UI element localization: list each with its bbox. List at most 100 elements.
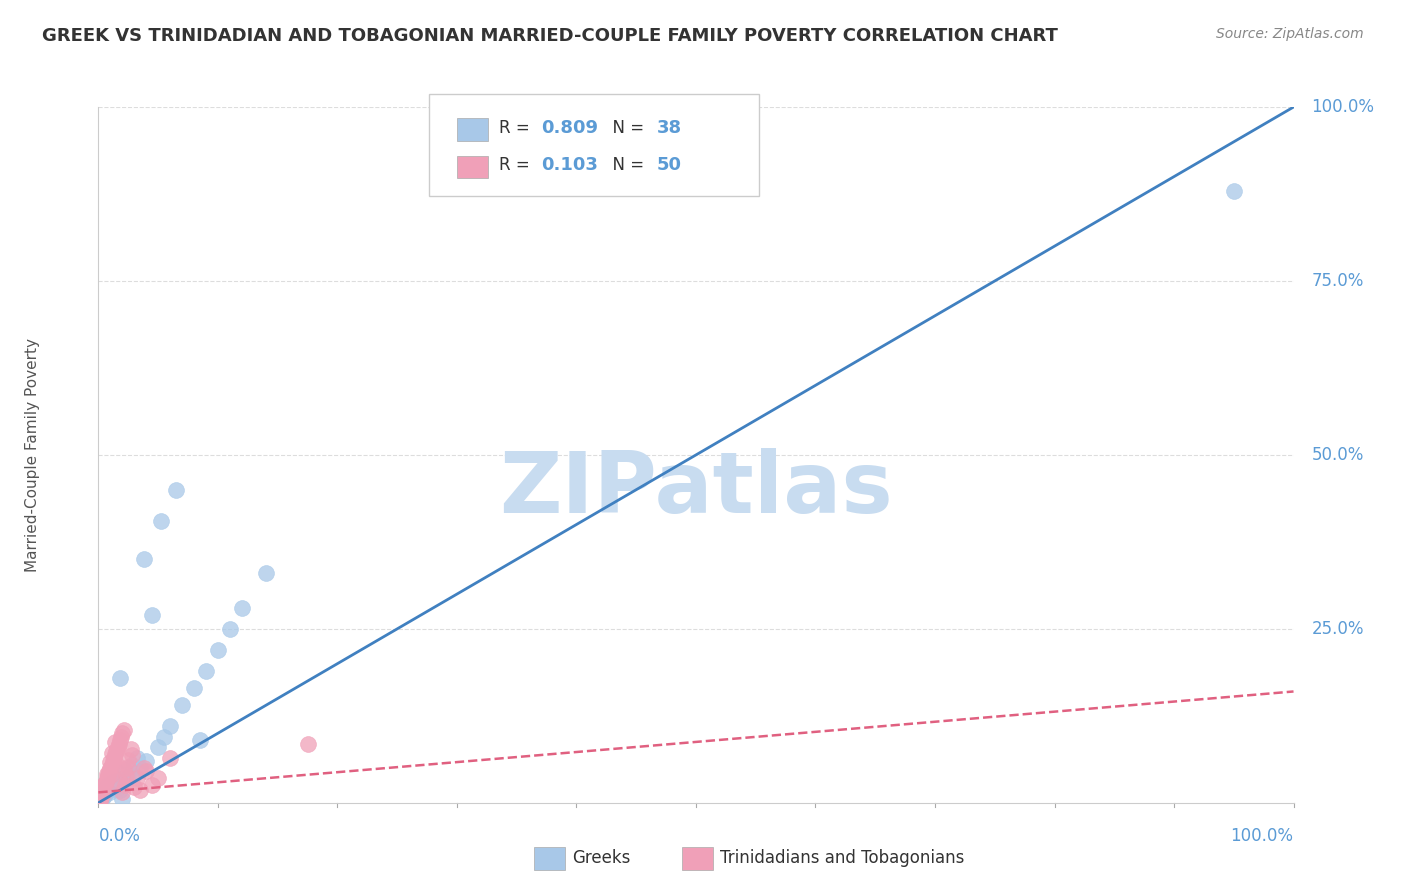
- Text: 100.0%: 100.0%: [1312, 98, 1375, 116]
- Point: [91, 788, 114, 802]
- Point: [98, 761, 122, 775]
- Point: [141, 778, 163, 792]
- Text: R =: R =: [499, 156, 536, 174]
- Point: [132, 761, 155, 775]
- Point: [110, 730, 132, 744]
- Text: 25.0%: 25.0%: [1312, 620, 1364, 638]
- Text: 38: 38: [657, 119, 682, 136]
- Point: [101, 746, 124, 760]
- Point: [105, 781, 128, 796]
- Point: [101, 775, 124, 789]
- Point: [117, 759, 139, 773]
- Point: [135, 764, 157, 779]
- Text: 0.0%: 0.0%: [98, 827, 141, 845]
- Point: [100, 768, 122, 782]
- Text: N =: N =: [602, 119, 650, 136]
- Point: [165, 483, 187, 497]
- Point: [94, 775, 117, 789]
- Point: [89, 794, 111, 808]
- Point: [117, 772, 139, 786]
- Point: [108, 733, 131, 747]
- Point: [101, 754, 124, 768]
- Point: [105, 757, 128, 772]
- Text: ZIPatlas: ZIPatlas: [499, 448, 893, 532]
- Point: [207, 642, 229, 657]
- Point: [97, 778, 120, 792]
- Point: [1222, 184, 1246, 198]
- Text: 50.0%: 50.0%: [1312, 446, 1364, 464]
- Point: [98, 764, 121, 779]
- Text: GREEK VS TRINIDADIAN AND TOBAGONIAN MARRIED-COUPLE FAMILY POVERTY CORRELATION CH: GREEK VS TRINIDADIAN AND TOBAGONIAN MARR…: [42, 27, 1059, 45]
- Text: Married-Couple Family Poverty: Married-Couple Family Poverty: [25, 338, 41, 572]
- Point: [132, 552, 155, 566]
- Point: [96, 766, 118, 780]
- Point: [111, 785, 134, 799]
- Point: [98, 756, 121, 770]
- Point: [104, 747, 127, 761]
- Point: [103, 734, 125, 748]
- Point: [141, 607, 163, 622]
- Point: [90, 790, 112, 805]
- Point: [90, 789, 112, 803]
- Point: [231, 601, 253, 615]
- Point: [148, 772, 170, 786]
- Point: [254, 566, 277, 581]
- Point: [121, 757, 143, 772]
- Point: [297, 737, 319, 751]
- Text: 75.0%: 75.0%: [1312, 272, 1364, 290]
- Text: 100.0%: 100.0%: [1230, 827, 1294, 845]
- Point: [124, 768, 146, 782]
- Text: R =: R =: [499, 119, 536, 136]
- Point: [125, 750, 148, 764]
- Point: [149, 514, 172, 528]
- Point: [107, 740, 129, 755]
- Point: [93, 789, 115, 803]
- Text: 0.103: 0.103: [541, 156, 598, 174]
- Point: [114, 764, 136, 779]
- Text: Greeks: Greeks: [572, 849, 631, 867]
- Text: 50: 50: [657, 156, 682, 174]
- Point: [111, 792, 134, 806]
- Point: [124, 780, 146, 795]
- Point: [89, 792, 111, 806]
- Point: [159, 750, 181, 764]
- Point: [108, 671, 131, 685]
- Point: [115, 769, 138, 783]
- Point: [91, 785, 114, 799]
- Point: [91, 788, 114, 802]
- Point: [135, 754, 157, 768]
- Point: [108, 783, 131, 797]
- Point: [108, 773, 131, 788]
- Point: [98, 783, 122, 797]
- Point: [188, 733, 211, 747]
- Point: [94, 776, 117, 790]
- Point: [112, 723, 135, 737]
- Point: [120, 741, 142, 756]
- Point: [91, 790, 114, 805]
- Point: [96, 780, 118, 795]
- Point: [114, 778, 136, 792]
- Text: Trinidadians and Tobagonians: Trinidadians and Tobagonians: [720, 849, 965, 867]
- Point: [91, 781, 114, 796]
- Point: [111, 726, 134, 740]
- Point: [125, 772, 148, 786]
- Point: [100, 757, 122, 772]
- Point: [96, 781, 118, 796]
- Text: Source: ZipAtlas.com: Source: ZipAtlas.com: [1216, 27, 1364, 41]
- Point: [219, 622, 242, 636]
- Text: N =: N =: [602, 156, 650, 174]
- Point: [98, 785, 122, 799]
- Point: [117, 753, 139, 767]
- Point: [183, 681, 205, 695]
- Point: [159, 719, 181, 733]
- Point: [148, 740, 170, 755]
- Point: [153, 730, 176, 744]
- Point: [103, 750, 125, 764]
- Point: [121, 748, 143, 763]
- Point: [97, 768, 120, 782]
- Point: [194, 664, 217, 678]
- Point: [172, 698, 194, 713]
- Point: [107, 737, 129, 751]
- Point: [96, 772, 118, 786]
- Point: [105, 744, 128, 758]
